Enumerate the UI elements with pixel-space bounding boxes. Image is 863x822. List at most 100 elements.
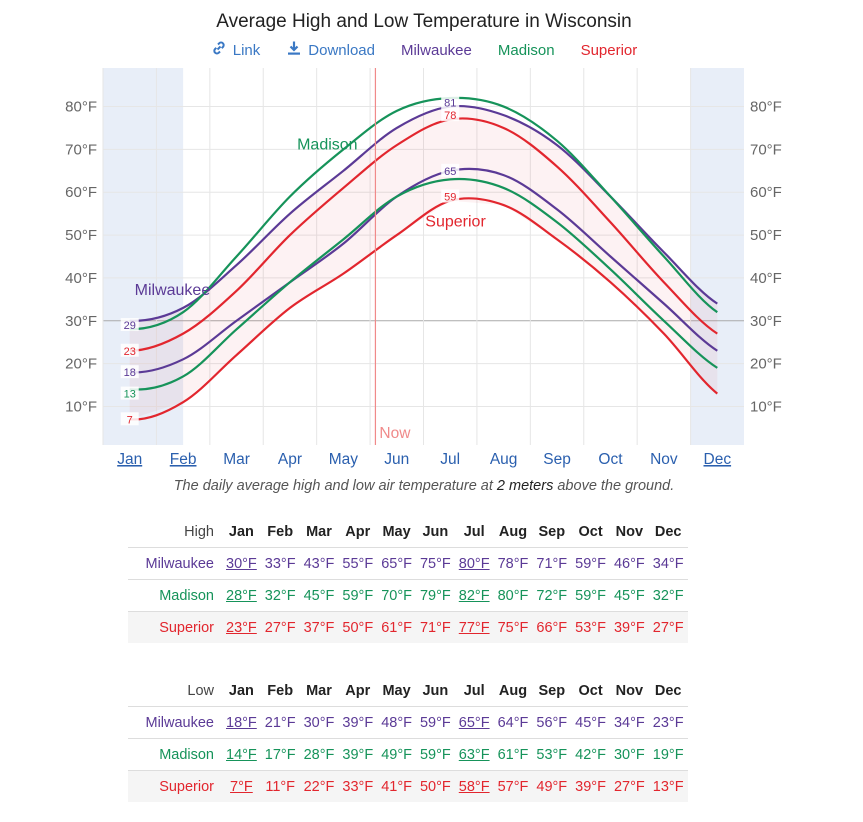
table-cell: 50°F (338, 611, 378, 643)
table-cell: 77°F (454, 611, 494, 643)
table-cell: 30°F (299, 706, 339, 739)
table-row: Superior 23°F 27°F 37°F 50°F 61°F 71°F 77°F 75°F… (128, 611, 688, 643)
table-row-label[interactable]: Superior (128, 611, 222, 643)
table-row: Milwaukee 18°F 21°F 30°F 39°F 48°F 59°F 65°F 64°… (128, 706, 688, 739)
legend-superior[interactable]: Superior (581, 40, 638, 60)
chart-title: Average High and Low Temperature in Wisc… (216, 11, 632, 32)
table-cell: 32°F (260, 579, 300, 612)
table-month-header: Mar (306, 523, 332, 540)
legend-bar: Link Download Milwaukee Madison Superior (0, 40, 848, 60)
y-tick-label-left: 20°F (65, 356, 97, 373)
legend-madison[interactable]: Madison (498, 40, 555, 60)
x-tick-label: Dec (704, 451, 732, 468)
table-cell: 66°F (532, 611, 572, 643)
table-month-header: Jul (463, 523, 485, 540)
table-cell: 14°F (222, 738, 261, 771)
y-tick-label-right: 80°F (750, 99, 782, 116)
table-cell: 45°F (571, 706, 610, 739)
point-label-superior: 78 (444, 110, 456, 122)
table-cell: 27°F (648, 611, 688, 643)
temperature-band (129, 105, 718, 420)
table-cell: 11°F (260, 770, 300, 802)
series-line-superior-low (129, 197, 718, 421)
table-cell: 45°F (299, 579, 339, 612)
table-corner-label: Low (187, 682, 214, 699)
point-label-bg (441, 95, 460, 109)
y-tick-label-right: 10°F (750, 398, 782, 415)
table-cell: 27°F (609, 770, 649, 802)
table-row-label[interactable]: Milwaukee (128, 547, 222, 580)
table-cell: 82°F (454, 579, 494, 612)
download-icon (286, 40, 302, 60)
table-cell: 59°F (571, 547, 610, 580)
y-tick-label-left: 70°F (65, 141, 97, 158)
table-cell: 23°F (222, 611, 261, 643)
table-cell: 39°F (609, 611, 649, 643)
table-row: Milwaukee 30°F 33°F 43°F 55°F 65°F 75°F 80°F 78°… (128, 547, 688, 580)
table-cell: 19°F (648, 738, 688, 771)
point-label-bg (120, 343, 139, 357)
table-cell: 46°F (609, 547, 649, 580)
point-label-bg (120, 412, 139, 426)
table-cell: 22°F (299, 770, 339, 802)
table-cell: 65°F (377, 547, 416, 580)
series-label-superior: Superior (425, 214, 486, 231)
low-temperature-table: Low Jan Feb Mar Apr May Jun Jul Aug Sep Oct Nov Dec M… (128, 675, 688, 802)
caption-prefix: The daily average high and low air tempe… (173, 478, 497, 494)
table-cell: 34°F (648, 547, 688, 580)
winter-band-right (690, 68, 744, 445)
table-row-label[interactable]: Madison (128, 738, 222, 771)
legend-milwaukee[interactable]: Milwaukee (401, 40, 472, 60)
table-cell: 23°F (648, 706, 688, 739)
table-cell: 37°F (299, 611, 339, 643)
x-tick-label: Feb (170, 451, 197, 468)
table-cell: 71°F (415, 611, 455, 643)
table-row-label[interactable]: Superior (128, 770, 222, 802)
table-cell: 63°F (454, 738, 494, 771)
high-temperature-table: High Jan Feb Mar Apr May Jun Jul Aug Sep Oct Nov Dec… (128, 516, 688, 643)
point-label-madison: 13 (124, 389, 136, 401)
link-button[interactable]: Link (211, 40, 260, 60)
table-row-label[interactable]: Madison (128, 579, 222, 612)
table-month-header: Dec (654, 523, 682, 540)
table-month-header: Dec (654, 682, 682, 699)
table-row: Superior 7°F 11°F 22°F 33°F 41°F 50°F 58°F 57°F 4… (128, 770, 688, 802)
table-cell: 13°F (648, 770, 688, 802)
table-month-header: Mar (306, 682, 332, 699)
point-label-milwaukee: 29 (124, 320, 136, 332)
series-label-milwaukee: Milwaukee (135, 282, 211, 299)
x-tick-label: Oct (598, 451, 623, 468)
point-label-superior: 59 (444, 192, 456, 204)
table-cell: 49°F (532, 770, 572, 802)
download-button[interactable]: Download (286, 40, 375, 60)
table-corner-label: High (184, 523, 214, 540)
table-row-label[interactable]: Milwaukee (128, 706, 222, 739)
table-cell: 80°F (454, 547, 494, 580)
table-month-header: Apr (345, 682, 371, 699)
table-header-row: High Jan Feb Mar Apr May Jun Jul Aug Sep Oct Nov Dec (128, 516, 688, 548)
table-cell: 17°F (260, 738, 300, 771)
table-cell: 65°F (454, 706, 494, 739)
series-line-madison-low (129, 177, 718, 391)
point-label-bg (441, 108, 460, 122)
series-group (129, 96, 718, 421)
y-tick-label-left: 80°F (65, 99, 97, 116)
point-label-bg (120, 365, 139, 379)
table-month-header: Nov (615, 523, 644, 540)
table-month-header: Oct (578, 523, 603, 540)
table-cell: 57°F (493, 770, 533, 802)
table-cell: 7°F (222, 770, 261, 802)
y-tick-label-right: 30°F (750, 313, 782, 330)
table-cell: 48°F (377, 706, 416, 739)
table-month-header: Jan (228, 523, 254, 540)
table-cell: 59°F (415, 706, 455, 739)
x-tick-label: Apr (278, 451, 302, 468)
table-cell: 61°F (493, 738, 533, 771)
point-label-superior: 7 (127, 414, 133, 426)
table-cell: 18°F (222, 706, 261, 739)
table-month-header: Aug (498, 682, 528, 699)
y-tick-label-right: 70°F (750, 141, 782, 158)
point-label-superior: 23 (124, 346, 136, 358)
y-tick-label-right: 40°F (750, 270, 782, 287)
y-tick-label-right: 60°F (750, 184, 782, 201)
